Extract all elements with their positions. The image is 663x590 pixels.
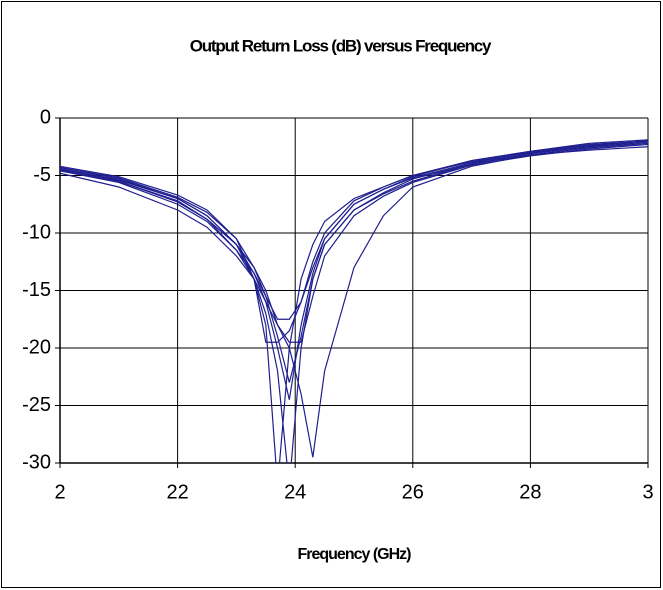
plot-lines	[60, 139, 648, 463]
y-tick-label: -30	[22, 451, 51, 473]
y-tick-label: 0	[40, 106, 51, 128]
x-tick-label: 22	[166, 481, 188, 503]
grid	[55, 117, 649, 468]
x-tick-label: 26	[402, 481, 424, 503]
y-tick-label: -20	[22, 336, 51, 358]
series-line	[60, 141, 648, 383]
x-tick-label: 3	[642, 481, 653, 503]
chart-title: Output Return Loss (dB) versus Frequency	[190, 36, 492, 55]
series-line	[60, 143, 648, 343]
y-tick-label: -5	[33, 164, 51, 186]
x-axis-label: Frequency (GHz)	[297, 546, 411, 563]
x-tick-label: 24	[284, 481, 306, 503]
y-tick-label: -25	[22, 394, 51, 416]
y-tick-label: -15	[22, 279, 51, 301]
series-line	[60, 140, 648, 320]
series-line	[60, 146, 648, 458]
x-tick-label: 28	[519, 481, 541, 503]
y-tick-label: -10	[22, 221, 51, 243]
x-tick-label: 2	[54, 481, 65, 503]
series-line	[60, 140, 648, 400]
tick-labels: 0-5-10-15-20-25-302 22 24 26 28 3	[22, 106, 653, 503]
